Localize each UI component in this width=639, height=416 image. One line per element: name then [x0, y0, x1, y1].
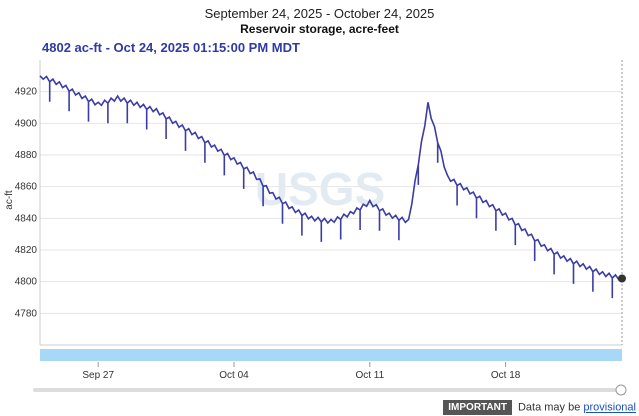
y-tick-label: 4860	[15, 182, 38, 193]
last-point-marker[interactable]	[618, 274, 626, 283]
grid-lines	[40, 91, 622, 314]
footer: IMPORTANT Data may be provisional	[0, 400, 636, 415]
y-tick-label: 4800	[15, 277, 38, 288]
y-tick-label: 4920	[15, 87, 38, 98]
series-line[interactable]	[39, 75, 623, 299]
y-tick-label: 4880	[15, 150, 38, 161]
x-tick-labels: Sep 27 Oct 04 Oct 11 Oct 18	[82, 362, 521, 381]
date-range-subtitle: September 24, 2025 - October 24, 2025	[204, 6, 435, 21]
scrollbar-track[interactable]	[33, 388, 623, 392]
y-tick-label: 4900	[15, 118, 38, 129]
x-tick-label: Oct 04	[219, 370, 249, 381]
y-axis-label: ac-ft	[4, 190, 15, 210]
chart-area[interactable]: USGS 4780 4800 4820 4840 4860 4880 4900 4920 ac…	[0, 0, 639, 400]
scrollbar-handle[interactable]	[615, 384, 627, 396]
x-tick-label: Oct 18	[491, 370, 521, 381]
x-tick-label: Sep 27	[82, 370, 114, 381]
y-tick-labels: 4780 4800 4820 4840 4860 4880 4900 4920	[15, 87, 38, 320]
important-badge[interactable]: IMPORTANT	[443, 400, 512, 415]
y-tick-label: 4780	[15, 308, 38, 319]
usgs-watermark: USGS	[255, 163, 385, 215]
x-tick-label: Oct 11	[355, 370, 384, 381]
current-reading: 4802 ac-ft - Oct 24, 2025 01:15:00 PM MD…	[42, 40, 300, 55]
y-tick-label: 4820	[15, 245, 38, 256]
navigator-range-bar[interactable]	[40, 349, 622, 361]
provisional-link[interactable]: provisional	[583, 401, 636, 414]
y-tick-label: 4840	[15, 213, 38, 224]
chart-title: Reservoir storage, acre-feet	[240, 22, 399, 36]
provisional-note: Data may be	[517, 401, 581, 414]
